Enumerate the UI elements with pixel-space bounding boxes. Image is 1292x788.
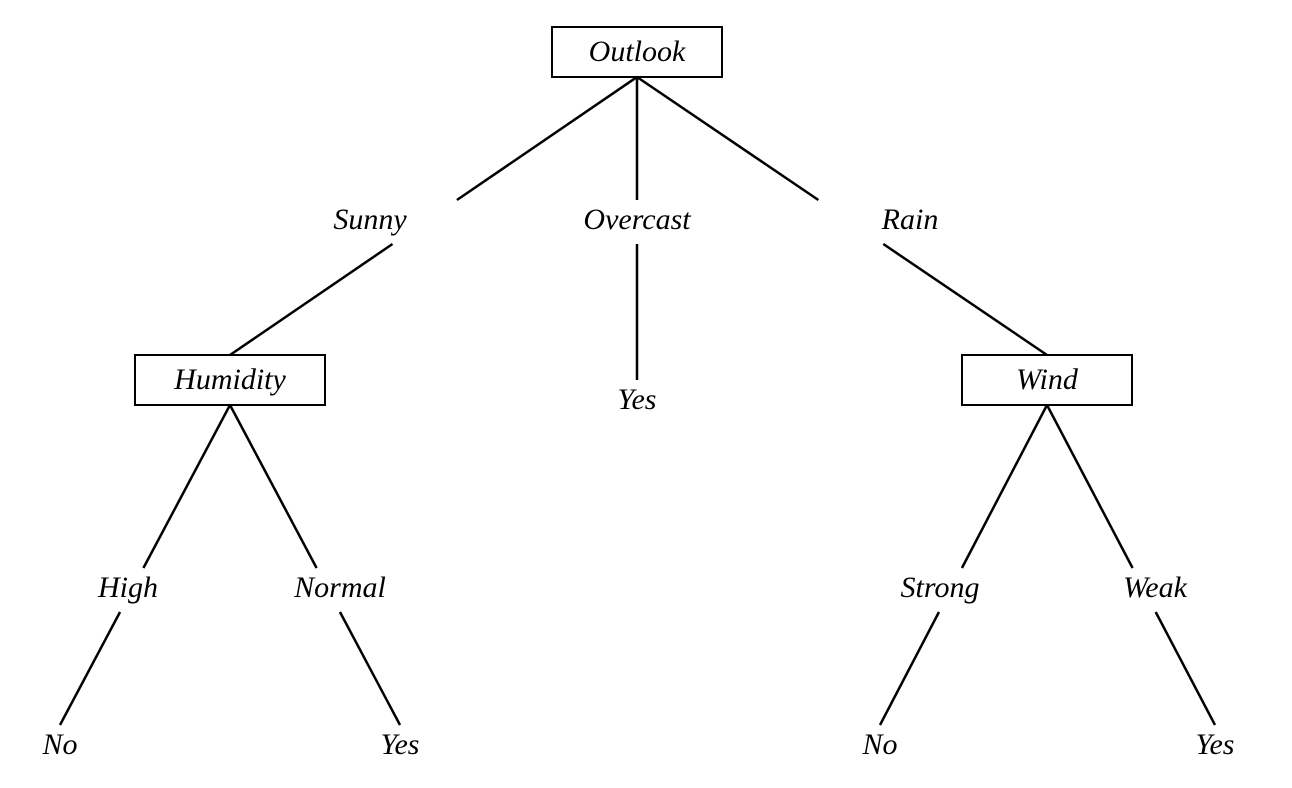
leaf-label: No	[41, 728, 77, 761]
node-label: Wind	[1016, 363, 1079, 396]
edge	[340, 612, 400, 725]
edge	[880, 612, 939, 725]
edge	[230, 405, 317, 568]
edge-label: Strong	[901, 571, 980, 604]
edge-label: High	[97, 571, 158, 604]
leaf-label: Yes	[381, 728, 420, 761]
node-label: Outlook	[589, 35, 686, 68]
edge-label: Sunny	[333, 203, 407, 236]
edge	[1047, 405, 1133, 568]
leaf-label: Yes	[1196, 728, 1235, 761]
edge	[457, 77, 637, 200]
edge-label: Rain	[881, 203, 939, 236]
edge	[637, 77, 818, 200]
decision-tree: Outlook Humidity Yes Wind No Yes No Yes Sunny Ov…	[0, 0, 1292, 788]
edge	[143, 405, 230, 568]
leaf-label: Yes	[618, 383, 657, 416]
edge	[1156, 612, 1215, 725]
edge	[60, 612, 120, 725]
edge	[883, 244, 1047, 355]
edge-label: Normal	[293, 571, 386, 604]
node-label: Humidity	[173, 363, 286, 396]
edge	[230, 244, 393, 355]
leaf-label: No	[861, 728, 897, 761]
edge-label: Weak	[1123, 571, 1188, 604]
edge	[962, 405, 1047, 568]
edge-label: Overcast	[583, 203, 691, 236]
